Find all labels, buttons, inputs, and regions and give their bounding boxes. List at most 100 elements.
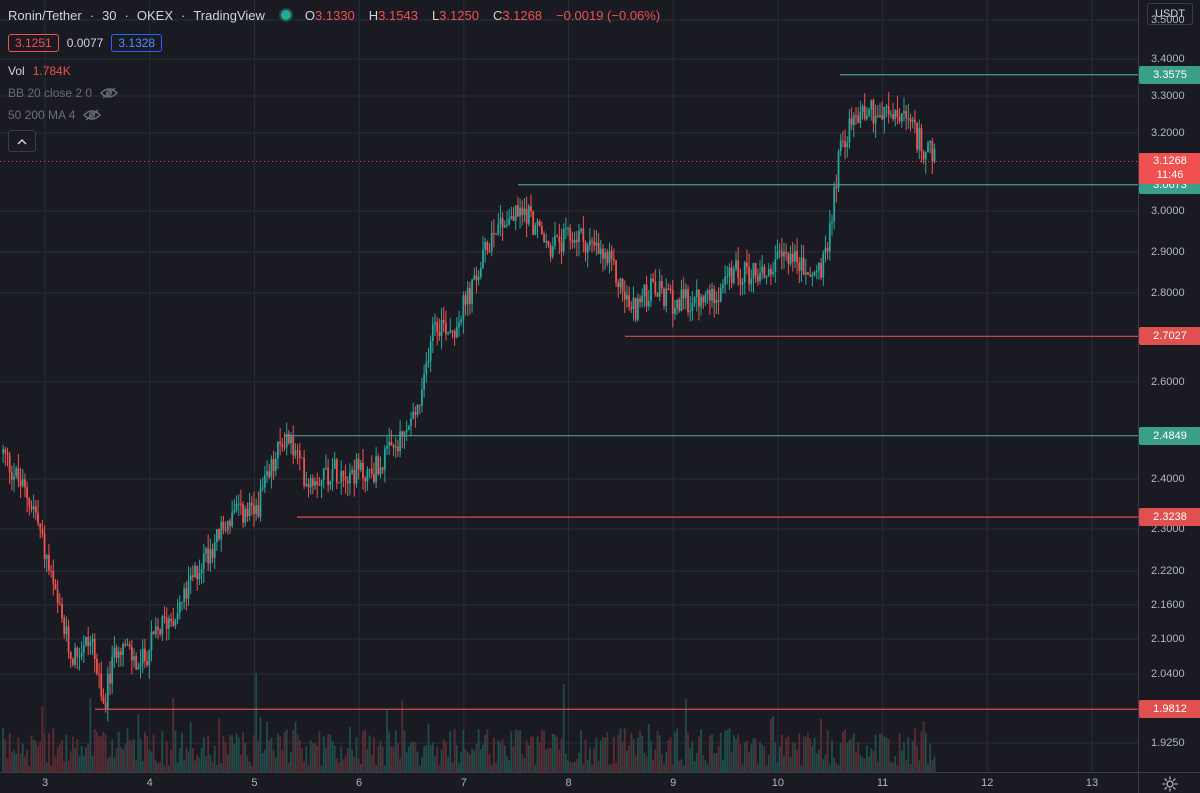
candle — [706, 288, 709, 304]
volume-bar — [700, 729, 703, 772]
candle — [207, 534, 210, 571]
candle — [889, 110, 892, 119]
candle-body — [612, 258, 615, 261]
market-status-icon[interactable] — [278, 8, 293, 22]
volume-bar — [43, 733, 46, 772]
volume-bar — [876, 761, 879, 772]
candle — [418, 404, 421, 415]
candle-body — [547, 240, 550, 246]
candle-body — [124, 643, 127, 646]
volume-bar — [499, 742, 502, 772]
price-chart-pane[interactable] — [0, 0, 1138, 772]
candle-body — [209, 549, 212, 564]
volume-bar — [831, 739, 833, 772]
candle — [818, 261, 820, 280]
volume-bar — [298, 740, 301, 772]
candle — [493, 218, 495, 248]
volume-bar — [676, 728, 679, 772]
candle-body — [74, 647, 77, 665]
candle-body — [305, 483, 308, 486]
price-axis[interactable]: USDT 3.5000 3.4000 3.3000 3.2000 3.0000 2.900… — [1138, 0, 1200, 772]
volume-bar — [189, 721, 192, 772]
candle-body — [233, 509, 236, 513]
candle — [266, 460, 268, 483]
candle-body — [403, 432, 406, 437]
candle — [250, 495, 253, 516]
candle — [226, 520, 229, 535]
eye-hidden-icon[interactable] — [100, 87, 119, 99]
candle-body — [303, 457, 306, 486]
volume-bar — [632, 738, 635, 772]
time-tick-label: 11 — [876, 777, 889, 789]
candle-body — [927, 142, 929, 153]
volume-bar — [429, 744, 432, 772]
interval-label[interactable]: 30 — [102, 7, 117, 23]
volume-bar — [218, 718, 220, 772]
volume-bar — [445, 742, 447, 772]
volume-bar — [558, 749, 561, 772]
ma-indicator-row[interactable]: 50 200 MA 4 — [8, 104, 660, 126]
volume-bar — [233, 744, 236, 772]
volume-bar — [91, 755, 94, 772]
volume-bar — [185, 747, 188, 772]
candle — [375, 447, 378, 488]
candle-body — [554, 236, 556, 247]
volume-bar — [606, 731, 609, 772]
volume-bar — [717, 745, 720, 772]
volume-bar — [767, 754, 770, 772]
candle — [850, 107, 853, 131]
time-axis[interactable]: 3 4 5 6 7 8 9 10 11 12 13 — [0, 772, 1138, 793]
candle — [320, 479, 323, 499]
volume-bar — [421, 756, 423, 772]
eye-hidden-icon[interactable] — [83, 109, 102, 121]
candle-body — [181, 602, 183, 604]
volume-bar — [80, 746, 83, 772]
candle — [130, 639, 133, 675]
candle-body — [512, 216, 515, 222]
candle — [401, 430, 404, 449]
candle-body — [602, 248, 604, 259]
volume-bar — [874, 734, 877, 772]
chart-settings-button[interactable] — [1138, 772, 1200, 793]
volume-indicator-row[interactable]: Vol 1.784K — [8, 60, 660, 82]
candle — [305, 471, 308, 488]
candle — [91, 633, 94, 656]
candle-body — [82, 645, 85, 653]
volume-bar — [109, 755, 111, 772]
symbol-name[interactable]: Ronin/Tether — [8, 7, 82, 23]
volume-bar — [78, 756, 81, 772]
candle-body — [429, 340, 432, 361]
bollinger-indicator-row[interactable]: BB 20 close 2 0 — [8, 82, 660, 104]
candle — [717, 287, 720, 315]
candle — [261, 477, 264, 492]
candle — [239, 489, 242, 515]
volume-bar — [159, 761, 162, 772]
candle-body — [763, 266, 766, 278]
candle-body — [789, 253, 792, 264]
price-tick-label: 3.3000 — [1151, 90, 1185, 102]
volume-bar — [859, 754, 862, 772]
volume-bar — [320, 765, 323, 772]
candle — [516, 196, 519, 218]
candle — [48, 543, 50, 576]
candle-body — [486, 241, 489, 251]
buy-price-button[interactable]: 3.1328 — [111, 34, 163, 52]
candle-body — [329, 481, 332, 485]
volume-bar — [628, 744, 631, 772]
collapse-legend-button[interactable] — [8, 130, 36, 152]
candle-body — [248, 502, 251, 517]
candle-body — [606, 252, 609, 264]
candle-body — [8, 454, 11, 473]
candle — [543, 231, 545, 243]
volume-bar — [894, 755, 897, 772]
candle-body — [639, 298, 641, 303]
candle-body — [889, 114, 892, 116]
candle-body — [922, 151, 925, 160]
currency-selector[interactable]: USDT — [1147, 3, 1193, 25]
candle — [735, 251, 737, 272]
candle-body — [815, 270, 818, 273]
candle — [617, 279, 620, 298]
sell-price-button[interactable]: 3.1251 — [8, 34, 59, 52]
volume-bar — [486, 729, 489, 772]
candle-body — [905, 110, 908, 119]
